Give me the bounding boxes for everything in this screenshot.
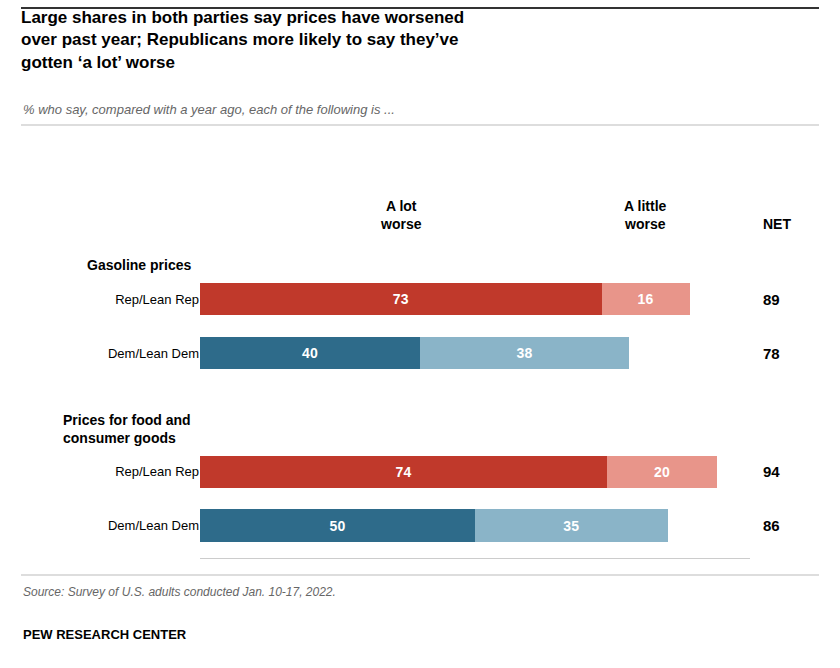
svg-text:% who say, compared with a yea: % who say, compared with a year ago, eac…: [23, 102, 395, 117]
svg-text:20: 20: [654, 464, 670, 480]
svg-text:Dem/Lean Dem: Dem/Lean Dem: [108, 518, 199, 533]
svg-text:PEW RESEARCH CENTER: PEW RESEARCH CENTER: [23, 627, 187, 642]
svg-text:Prices for food andconsumer go: Prices for food andconsumer goods: [63, 412, 191, 446]
svg-text:74: 74: [396, 464, 412, 480]
svg-text:NET: NET: [763, 216, 791, 232]
svg-text:78: 78: [763, 345, 780, 362]
svg-text:94: 94: [763, 463, 780, 480]
svg-text:50: 50: [330, 518, 346, 534]
svg-text:A littleworse: A littleworse: [624, 198, 667, 232]
svg-text:89: 89: [763, 291, 780, 308]
svg-text:86: 86: [763, 517, 780, 534]
svg-text:Source: Survey of U.S. adults: Source: Survey of U.S. adults conducted …: [23, 585, 336, 599]
svg-text:A lotworse: A lotworse: [380, 198, 422, 232]
svg-text:Large shares in both parties s: Large shares in both parties say prices …: [21, 8, 464, 71]
svg-text:73: 73: [393, 291, 409, 307]
svg-text:35: 35: [563, 518, 579, 534]
svg-text:16: 16: [638, 291, 654, 307]
svg-text:Rep/Lean Rep: Rep/Lean Rep: [115, 464, 199, 479]
svg-text:Rep/Lean Rep: Rep/Lean Rep: [115, 292, 199, 307]
svg-text:Dem/Lean Dem: Dem/Lean Dem: [108, 346, 199, 361]
svg-text:Gasoline prices: Gasoline prices: [87, 257, 191, 273]
svg-text:38: 38: [517, 345, 533, 361]
svg-text:40: 40: [302, 345, 318, 361]
